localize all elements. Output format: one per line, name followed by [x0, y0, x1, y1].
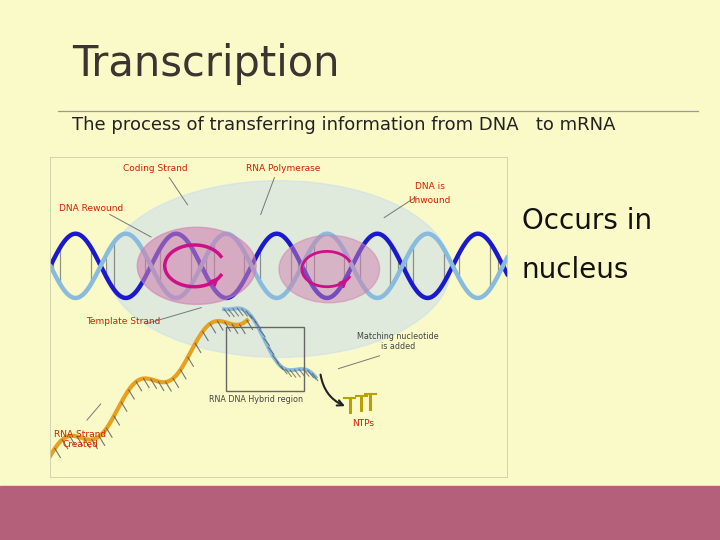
- Text: nucleus: nucleus: [522, 255, 629, 284]
- Text: RNA Polymerase: RNA Polymerase: [246, 164, 320, 173]
- Text: RNA DNA Hybrid region: RNA DNA Hybrid region: [209, 395, 303, 404]
- Text: Template Strand: Template Strand: [86, 316, 161, 326]
- Text: The process of transferring information from DNA   to mRNA: The process of transferring information …: [72, 116, 616, 134]
- Text: RNA Strand
Created: RNA Strand Created: [54, 430, 106, 449]
- Ellipse shape: [107, 181, 451, 357]
- Ellipse shape: [138, 227, 256, 305]
- Text: NTPs: NTPs: [353, 420, 374, 429]
- Ellipse shape: [279, 235, 379, 303]
- Text: Transcription: Transcription: [72, 43, 340, 85]
- Text: Matching nucleotide
is added: Matching nucleotide is added: [357, 332, 438, 352]
- Text: DNA is: DNA is: [415, 182, 445, 191]
- Bar: [226, 327, 304, 391]
- Text: DNA Rewound: DNA Rewound: [60, 204, 124, 213]
- Text: Coding Strand: Coding Strand: [123, 164, 188, 173]
- Text: Unwound: Unwound: [409, 196, 451, 205]
- Text: Occurs in: Occurs in: [522, 207, 652, 235]
